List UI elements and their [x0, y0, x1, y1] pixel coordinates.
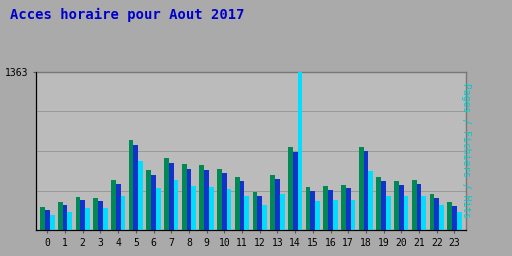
Bar [209, 187, 214, 230]
Bar [58, 202, 62, 230]
Bar [262, 205, 267, 230]
Bar [76, 197, 80, 230]
Bar [62, 205, 68, 230]
Bar [93, 198, 98, 230]
Bar [116, 184, 120, 230]
Bar [138, 161, 143, 230]
Bar [293, 152, 297, 230]
Bar [399, 185, 403, 230]
Bar [186, 169, 191, 230]
Text: Acces horaire pour Aout 2017: Acces horaire pour Aout 2017 [10, 8, 245, 22]
Bar [68, 212, 72, 230]
Bar [217, 169, 222, 230]
Bar [341, 185, 346, 230]
Bar [85, 208, 90, 230]
Bar [417, 184, 421, 230]
Bar [310, 191, 315, 230]
Bar [447, 202, 452, 230]
Bar [146, 170, 151, 230]
Bar [50, 215, 54, 230]
Bar [120, 196, 125, 230]
Bar [235, 177, 240, 230]
Bar [412, 180, 417, 230]
Bar [364, 151, 368, 230]
Bar [45, 210, 50, 230]
Bar [129, 140, 134, 230]
Bar [333, 200, 338, 230]
Bar [103, 208, 108, 230]
Bar [182, 164, 186, 230]
Bar [200, 165, 204, 230]
Bar [227, 189, 231, 230]
Bar [430, 194, 434, 230]
Bar [439, 205, 444, 230]
Bar [288, 146, 293, 230]
Bar [452, 206, 457, 230]
Bar [80, 200, 85, 230]
Bar [351, 199, 355, 230]
Bar [457, 212, 462, 230]
Bar [111, 180, 116, 230]
Bar [134, 145, 138, 230]
Bar [164, 158, 169, 230]
Bar [244, 196, 249, 230]
Bar [222, 173, 227, 230]
Bar [381, 181, 386, 230]
Bar [368, 171, 373, 230]
Bar [297, 72, 302, 230]
Bar [252, 192, 258, 230]
Bar [240, 182, 244, 230]
Bar [346, 188, 351, 230]
Bar [403, 196, 409, 230]
Bar [151, 175, 156, 230]
Bar [394, 182, 399, 230]
Bar [156, 188, 161, 230]
Bar [280, 194, 285, 230]
Bar [275, 179, 280, 230]
Bar [434, 198, 439, 230]
Bar [315, 201, 320, 230]
Bar [421, 196, 426, 230]
Bar [40, 207, 45, 230]
Bar [191, 186, 196, 230]
Bar [324, 186, 328, 230]
Bar [204, 170, 209, 230]
Bar [270, 175, 275, 230]
Bar [306, 187, 310, 230]
Bar [376, 177, 381, 230]
Bar [169, 163, 174, 230]
Bar [98, 201, 103, 230]
Y-axis label: Pages / Fichiers / Hits: Pages / Fichiers / Hits [461, 83, 472, 219]
Bar [258, 196, 262, 230]
Bar [386, 196, 391, 230]
Bar [328, 190, 333, 230]
Bar [359, 146, 364, 230]
Bar [174, 180, 178, 230]
